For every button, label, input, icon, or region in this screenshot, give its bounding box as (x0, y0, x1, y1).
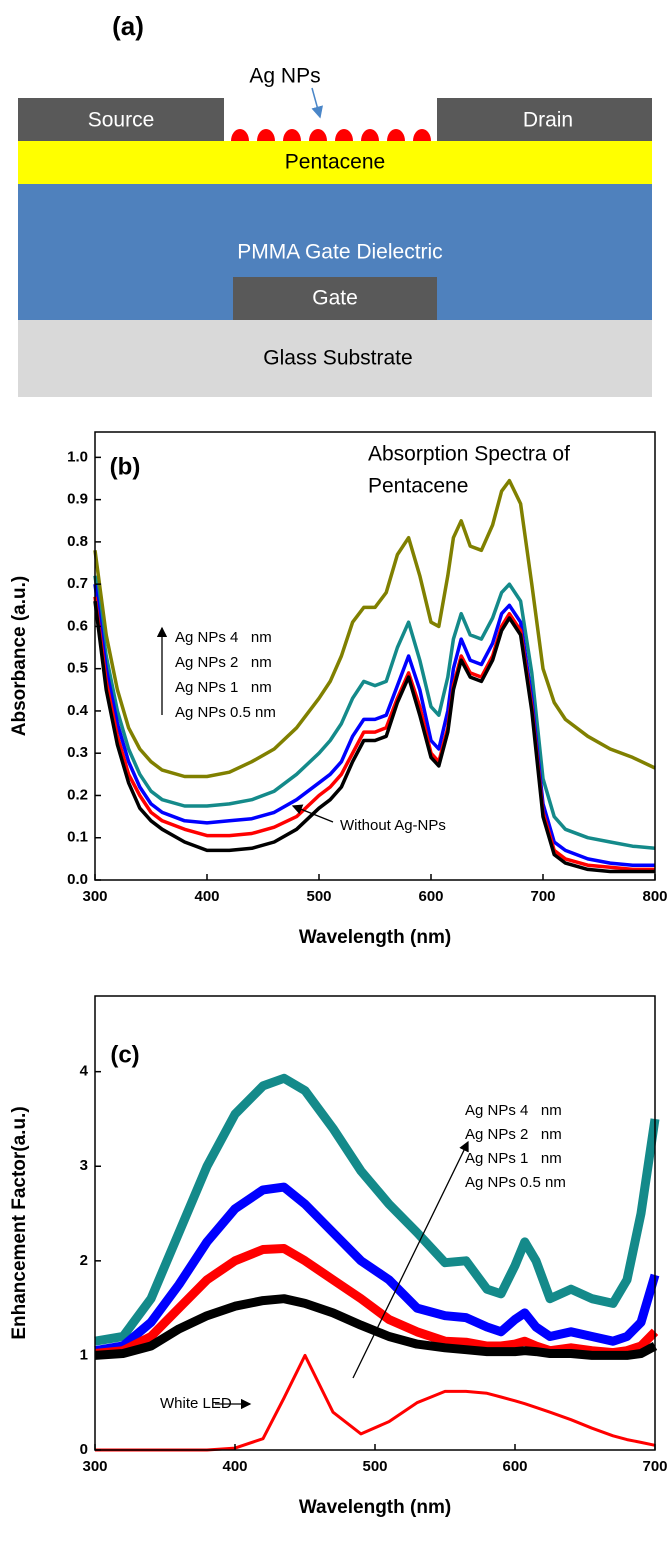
trend-arrow (352, 1140, 469, 1379)
x-tick-label: 400 (222, 1458, 247, 1475)
source-electrode (18, 98, 224, 141)
x-tick-label: 300 (82, 1458, 107, 1475)
chart: 300 400 500 600 700 0 1 2 3 4 Wavelength (nm) Enhan… (9, 995, 668, 1518)
drain-electrode (437, 98, 652, 141)
y-axis-label: Absorbance (a.u.) (9, 576, 30, 736)
substrate-label: Glass Substrate (263, 347, 412, 370)
series-line (93, 575, 656, 851)
y-tick-label: 2 (80, 1252, 88, 1269)
y-tick-label: 0 (80, 1441, 88, 1458)
y-tick-label: 1.0 (67, 448, 88, 465)
series-line (94, 1182, 660, 1356)
y-tick-label: 0.7 (67, 575, 88, 592)
x-tick-label: 800 (642, 888, 667, 905)
panel-label: (c) (110, 1041, 139, 1068)
series-line (94, 1073, 660, 1346)
x-tick-label: 400 (194, 888, 219, 905)
legend-entry: Ag NPs 4 nm (175, 629, 272, 646)
y-tick-label: 3 (80, 1157, 88, 1174)
series-line (94, 1244, 659, 1358)
gate-label: Gate (312, 287, 358, 310)
nanoparticles (231, 129, 431, 141)
nanoparticle-arrow (311, 87, 323, 119)
series-line (93, 478, 656, 779)
substrate-layer (18, 320, 652, 397)
pentacene-layer (18, 141, 652, 184)
chart-title: Absorption Spectra of (368, 443, 570, 466)
chart: 300 400 500 600 700 800 0.0 0.1 0.2 0.3 0.4 0.5 0.6 0… (9, 431, 668, 948)
y-tick-label: 4 (80, 1063, 89, 1080)
y-tick-label: 1 (80, 1346, 88, 1363)
y-tick-label: 0.8 (67, 533, 88, 550)
legend-entry: Ag NPs 0.5 nm (175, 704, 276, 721)
y-tick-label: 0.0 (67, 871, 88, 888)
y-tick-label: 0.9 (67, 491, 88, 508)
nanoparticle-label: Ag NPs (249, 65, 320, 88)
plot-frame (94, 431, 656, 881)
gate-electrode (233, 277, 437, 320)
drain-label: Drain (523, 109, 573, 132)
source-label: Source (88, 109, 155, 132)
y-tick-label: 0.1 (67, 829, 88, 846)
panel-label: (a) (112, 11, 144, 41)
series-line (94, 1294, 658, 1360)
x-tick-label: 700 (642, 1458, 667, 1475)
y-tick-label: 0.3 (67, 744, 88, 761)
x-tick-label: 300 (82, 888, 107, 905)
x-tick-label: 700 (530, 888, 555, 905)
x-tick-label: 600 (418, 888, 443, 905)
y-tick-label: 0.4 (67, 702, 89, 719)
legend-entry: Ag NPs 0.5 nm (465, 1174, 566, 1191)
x-axis-label: Wavelength (nm) (299, 927, 451, 948)
series-line (93, 600, 655, 874)
legend-entry: Ag NPs 2 nm (175, 654, 272, 671)
device-diagram: (a) Ag NPs Source Drain Pentacene PMMA G… (18, 11, 652, 397)
legend-entry: Ag NPs 1 nm (175, 679, 272, 696)
legend-entry: Ag NPs 2 nm (465, 1126, 562, 1143)
y-axis-label: Enhancement Factor(a.u.) (9, 1106, 30, 1339)
x-tick-label: 600 (502, 1458, 527, 1475)
y-tick-label: 0.5 (67, 660, 88, 677)
chart-title: Pentacene (368, 475, 468, 498)
annotation-arrow (291, 804, 334, 823)
y-tick-label: 0.2 (67, 786, 88, 803)
panel-label: (b) (110, 453, 141, 480)
x-tick-label: 500 (306, 888, 331, 905)
legend-entry: Ag NPs 1 nm (465, 1150, 562, 1167)
legend-entry: Ag NPs 4 nm (465, 1102, 562, 1119)
dielectric-label: PMMA Gate Dielectric (237, 241, 442, 264)
x-tick-label: 500 (362, 1458, 387, 1475)
series-annotation: White LED (160, 1395, 232, 1412)
series-annotation: Without Ag-NPs (340, 817, 446, 834)
pentacene-label: Pentacene (285, 151, 385, 174)
x-axis-label: Wavelength (nm) (299, 1497, 451, 1518)
y-tick-label: 0.6 (67, 617, 88, 634)
